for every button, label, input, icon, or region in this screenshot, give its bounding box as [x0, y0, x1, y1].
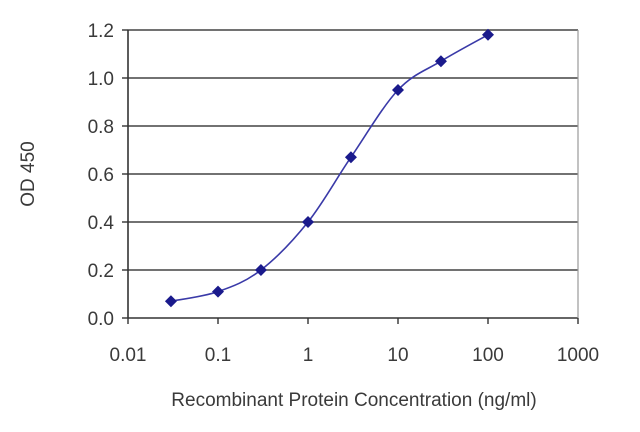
- series-line: [170, 34, 489, 302]
- data-series: [164, 28, 494, 308]
- data-point: [254, 264, 267, 276]
- y-tick-label: 0.8: [88, 117, 114, 138]
- x-tick-label: 0.01: [110, 345, 147, 366]
- x-tick-label: 0.1: [205, 345, 231, 366]
- x-tick-label: 10: [387, 345, 408, 366]
- data-point: [434, 55, 447, 68]
- x-tick-labels: 0.01 0.1 1 10 100 1000: [110, 345, 600, 366]
- x-tick-label: 1: [303, 345, 314, 366]
- y-tick-labels: 0.0 0.2 0.4 0.6 0.8 1.0 1.2: [88, 21, 115, 330]
- y-tick-label: 0.4: [88, 213, 115, 234]
- data-point: [482, 28, 494, 41]
- data-point: [164, 295, 177, 308]
- y-tick-label: 1.0: [88, 69, 114, 90]
- y-tick-label: 0.6: [88, 165, 114, 186]
- x-tick-label: 100: [472, 345, 504, 366]
- data-point: [392, 84, 404, 96]
- y-axis-title: OD 450: [18, 141, 39, 206]
- y-tick-label: 1.2: [88, 21, 114, 42]
- y-tick-label: 0.0: [88, 309, 114, 330]
- data-point: [302, 216, 314, 228]
- y-tick-label: 0.2: [88, 261, 114, 282]
- gridlines: [128, 29, 578, 271]
- axes: [122, 29, 579, 324]
- data-point: [212, 285, 224, 298]
- data-point: [344, 151, 357, 164]
- x-axis-title: Recombinant Protein Concentration (ng/ml…: [171, 390, 536, 411]
- x-tick-label: 1000: [557, 345, 599, 366]
